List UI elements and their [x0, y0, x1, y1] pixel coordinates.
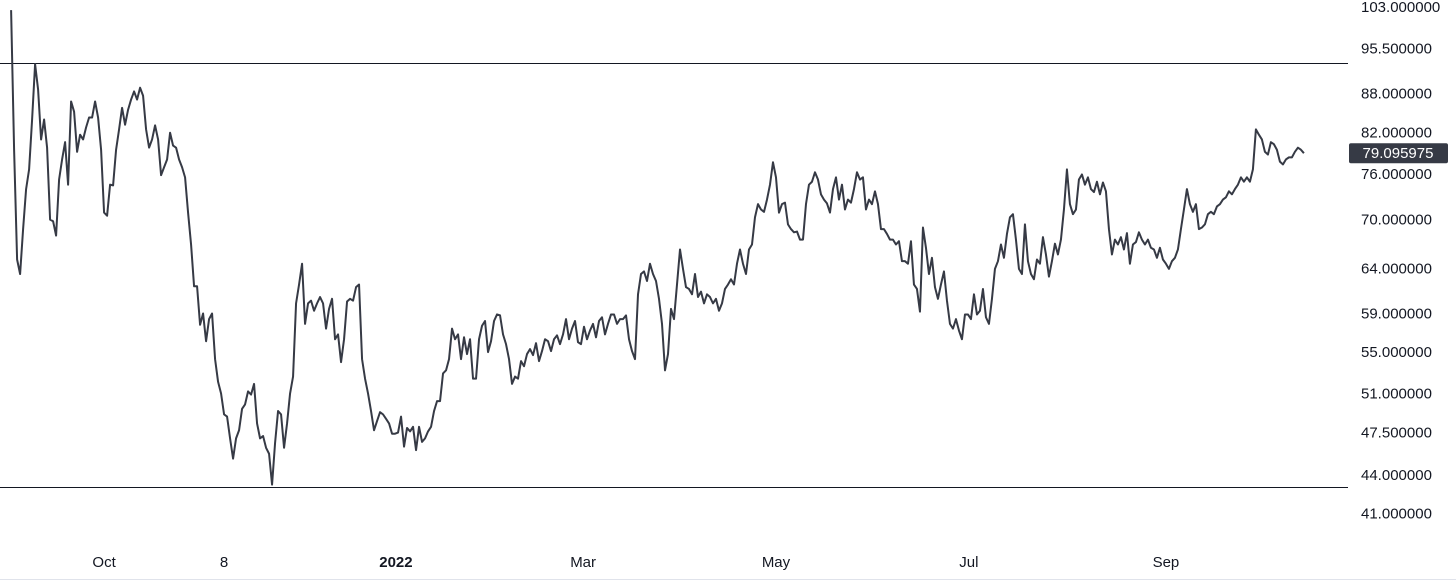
x-tick-label: Sep: [1153, 554, 1180, 571]
y-tick-label: 95.500000: [1361, 41, 1432, 58]
x-tick-label: Mar: [570, 554, 596, 571]
x-tick-label: Jul: [959, 554, 978, 571]
y-tick-label: 76.000000: [1361, 166, 1432, 183]
y-tick-label: 59.000000: [1361, 305, 1432, 322]
y-tick-label: 88.000000: [1361, 85, 1432, 102]
x-tick-label: May: [762, 554, 791, 571]
y-tick-label: 41.000000: [1361, 506, 1432, 523]
y-tick-label: 64.000000: [1361, 261, 1432, 278]
y-tick-label: 103.000000: [1361, 0, 1440, 16]
y-tick-label: 70.000000: [1361, 211, 1432, 228]
y-tick-label: 51.000000: [1361, 386, 1432, 403]
y-tick-label: 44.000000: [1361, 467, 1432, 484]
x-tick-label: 2022: [379, 554, 412, 571]
y-tick-label: 47.500000: [1361, 425, 1432, 442]
price-tag: [1349, 143, 1448, 164]
x-tick-label: Oct: [92, 554, 116, 571]
y-tick-label: 55.000000: [1361, 344, 1432, 361]
price-tag-label: 79.095975: [1363, 145, 1434, 162]
price-line: [10, 10, 1305, 486]
y-tick-label: 82.000000: [1361, 124, 1432, 141]
x-tick-label: 8: [220, 554, 228, 571]
